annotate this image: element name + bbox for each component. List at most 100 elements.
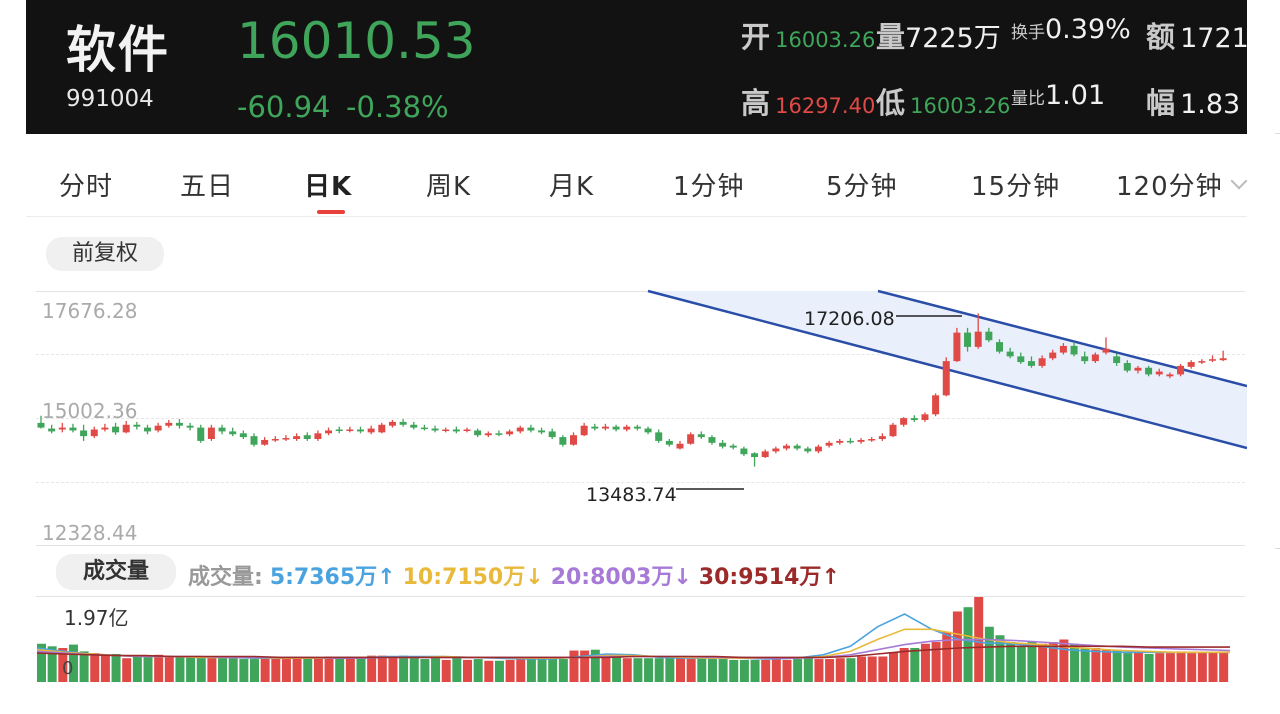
volume-bar [271, 658, 281, 682]
volume-bar [1016, 645, 1026, 682]
tab-15min[interactable]: 15分钟 [971, 172, 1061, 202]
candle-body [580, 425, 588, 436]
volume-bar [857, 656, 867, 682]
candlestick-chart[interactable]: 17206.08 13483.74 [0, 0, 1247, 714]
volume-bar [228, 657, 238, 682]
volume-bar [1091, 648, 1101, 682]
candle-body [1059, 345, 1067, 353]
active-tab-indicator [317, 210, 345, 214]
tab-monthly-k[interactable]: 月K [549, 172, 595, 202]
volume-bar [505, 659, 515, 682]
candle-body [367, 428, 375, 433]
candle-body [1219, 358, 1227, 361]
candle-body [37, 422, 45, 428]
candle-body [964, 332, 972, 347]
candle-body [175, 422, 183, 426]
candle-body [570, 435, 577, 445]
tab-120min[interactable]: 120分钟 [1116, 172, 1223, 202]
candle-body [378, 424, 386, 433]
candle-body [665, 440, 673, 445]
adjust-mode-button[interactable]: 前复权 [46, 237, 164, 271]
volume-bar [729, 659, 739, 682]
candle-body [346, 429, 354, 432]
grid-line [36, 418, 1245, 420]
grid-line [36, 482, 1245, 484]
candle-body [325, 430, 333, 434]
candle-body [1038, 358, 1046, 366]
volume-bar [473, 659, 483, 682]
volume-bar [1006, 642, 1016, 682]
high-marker-label: 17206.08 [804, 308, 895, 330]
candle-body [197, 427, 205, 441]
volume-bar [707, 658, 717, 682]
volume-ma30-line [36, 645, 1230, 659]
candle-body [729, 445, 737, 448]
tab-five-day[interactable]: 五日 [180, 172, 235, 202]
volume-bar [441, 659, 451, 682]
candle-body [623, 426, 631, 430]
period-tabs: 分时 五日 日K 周K 月K 1分钟 5分钟 15分钟 120分钟 [26, 148, 1248, 217]
volume-bar [303, 658, 313, 682]
candle-body [836, 440, 844, 443]
volume-bar [761, 659, 771, 682]
volume-bar [399, 655, 409, 682]
candle-body [751, 453, 759, 458]
candle-body [112, 426, 120, 433]
volume-axis-max: 1.97亿 [64, 606, 129, 630]
volume-bar [612, 655, 622, 682]
candle-body [90, 429, 98, 437]
candle-body [857, 439, 865, 442]
candle-body [1177, 365, 1185, 375]
tab-5min[interactable]: 5分钟 [826, 172, 898, 202]
candle-body [335, 429, 343, 432]
volume-bar [1165, 653, 1175, 682]
candle-body [420, 427, 428, 430]
volume-bar [952, 611, 962, 682]
volume-bar [782, 659, 792, 682]
volume-bar [697, 658, 707, 682]
candle-body [1134, 367, 1142, 371]
volume-bar [920, 643, 930, 682]
volume-bar [686, 656, 696, 682]
price-axis-min: 12328.44 [42, 521, 138, 545]
volume-bar [825, 659, 835, 682]
price-axis-max: 17676.28 [42, 299, 138, 323]
candle-body [239, 433, 247, 438]
tab-daily-k[interactable]: 日K [304, 172, 353, 202]
volume-indicator-button[interactable]: 成交量 [56, 554, 176, 590]
high-stat: 高 16297.40 [741, 86, 876, 120]
candle-body [974, 331, 982, 347]
arrow-up-icon: ↑ [377, 565, 396, 590]
candle-body [1006, 351, 1014, 357]
last-price: 16010.53 [237, 12, 476, 70]
candle-body [410, 424, 418, 428]
volume-bar [1155, 653, 1165, 682]
candle-body [1198, 361, 1206, 363]
tab-1min[interactable]: 1分钟 [673, 172, 745, 202]
tab-intraday[interactable]: 分时 [59, 172, 114, 202]
candle-body [314, 433, 322, 440]
volume-bar [313, 658, 323, 682]
volume-chart[interactable]: 0 [0, 0, 1247, 714]
candle-body [708, 437, 716, 443]
candle-body [1166, 374, 1174, 377]
index-code: 991004 [66, 86, 154, 112]
candle-body [261, 439, 269, 445]
candle-body [165, 422, 173, 426]
volume-bar [345, 656, 355, 682]
tab-weekly-k[interactable]: 周K [426, 172, 472, 202]
candle-body [1027, 361, 1035, 366]
volume-bar [1027, 642, 1037, 682]
volume-bar [548, 658, 558, 682]
volume-bar [910, 648, 920, 682]
candle-body [1049, 352, 1057, 359]
candle-body [719, 442, 727, 447]
volume-bar [878, 656, 888, 682]
volume-bar [867, 656, 877, 682]
candle-body [495, 433, 503, 435]
candle-body [804, 448, 812, 452]
volume-grid-top [36, 596, 1245, 597]
turnover-stat: 换手0.39% [1011, 14, 1131, 45]
volume-bar [164, 656, 174, 682]
quote-header: 软件 991004 16010.53 -60.94 -0.38% 开 16003… [26, 0, 1247, 134]
